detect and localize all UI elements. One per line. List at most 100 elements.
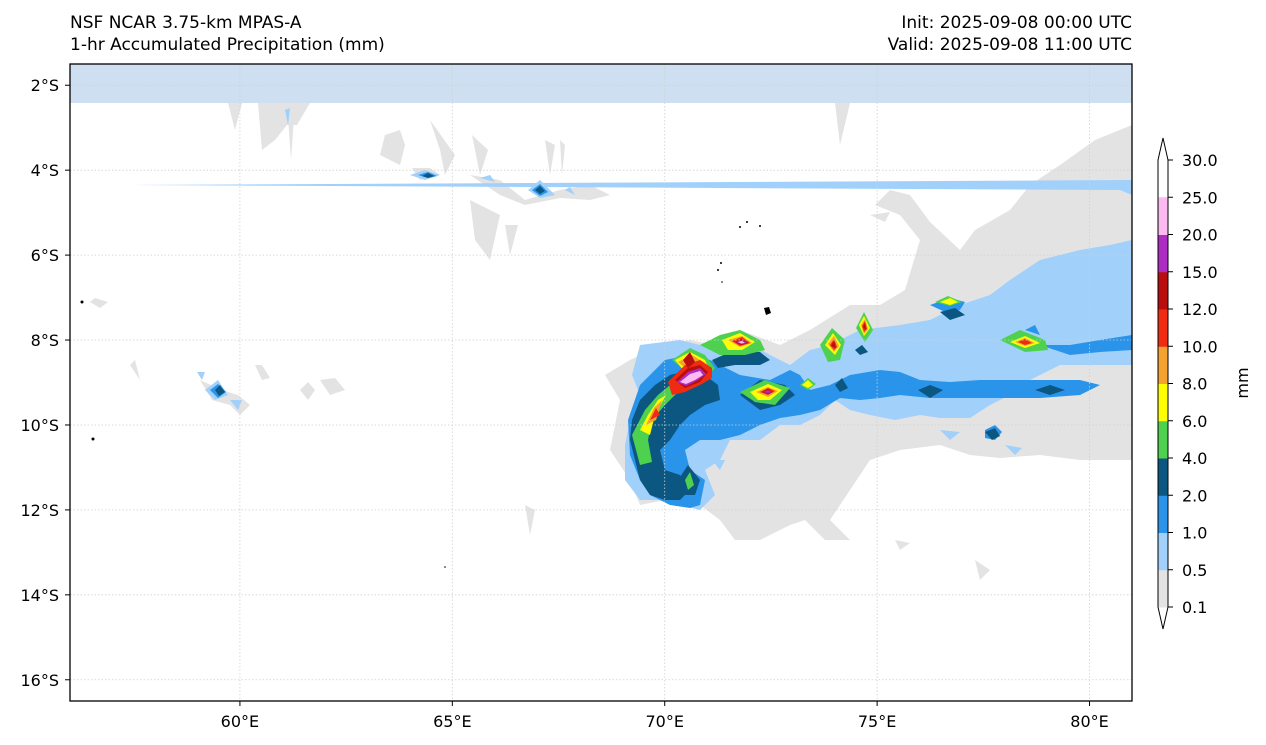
precip-pink-layer xyxy=(680,341,745,384)
precip-area-light-7 xyxy=(230,400,242,410)
precip-area-north-2 xyxy=(258,103,310,150)
precip-area-green-9 xyxy=(685,472,694,490)
precip-area-mod-2 xyxy=(1040,335,1132,355)
masked-band xyxy=(70,64,1132,103)
y-tick-label: 2°S xyxy=(31,76,59,95)
island-speck xyxy=(80,300,84,304)
x-tick-label: 70°E xyxy=(645,712,683,731)
precip-area-light-3 xyxy=(480,175,495,182)
field-title: 1-hr Accumulated Precipitation (mm) xyxy=(70,35,385,55)
precip-area-heavy-7 xyxy=(940,308,965,320)
colorbar-tick-label: 10.0 xyxy=(1182,337,1218,356)
colorbar-segment xyxy=(1158,197,1168,235)
y-tick-label: 14°S xyxy=(20,586,59,605)
colorbar-tick-label: 1.0 xyxy=(1182,524,1207,543)
precip-area-north-8 xyxy=(560,140,565,175)
precip-area-light-9 xyxy=(285,108,290,125)
colorbar-segment xyxy=(1158,346,1168,384)
precip-area-purple-3 xyxy=(763,390,772,393)
precip-area-yellow-8 xyxy=(940,298,958,305)
precip-area-west-1 xyxy=(90,298,108,308)
x-tick-label: 80°E xyxy=(1070,712,1108,731)
precip-area-south-1 xyxy=(525,505,535,535)
init-time: Init: 2025-09-08 00:00 UTC xyxy=(901,13,1132,33)
precip-area-heavy-8 xyxy=(985,428,1000,440)
precip-area-east-2 xyxy=(895,540,910,550)
y-axis-ticks: 2°S 4°S 6°S 8°S 10°S 12°S 14°S 16°S xyxy=(20,76,70,690)
y-tick-label: 6°S xyxy=(31,246,59,265)
colorbar-segment xyxy=(1158,420,1168,459)
precip-area-light-1 xyxy=(128,180,1132,195)
precip-area-darkred-2 xyxy=(683,352,695,368)
colorbar-tick-label: 0.5 xyxy=(1182,561,1207,580)
island-speck xyxy=(717,269,719,271)
precip-area-darkred-6 xyxy=(863,323,866,330)
precip-area-mid-2 xyxy=(505,225,518,255)
precip-area-light-8 xyxy=(197,372,205,380)
precip-area-pink-1 xyxy=(680,371,703,384)
colorbar: 0.1 0.5 1.0 2.0 4.0 6.0 8.0 10.0 12.0 15.0 20.0 25.… xyxy=(1157,137,1218,630)
y-tick-label: 12°S xyxy=(20,501,59,520)
map-frame xyxy=(69,63,1133,702)
precip-area-light-5 xyxy=(565,187,575,195)
y-tick-label: 4°S xyxy=(31,161,59,180)
colorbar-tick-label: 4.0 xyxy=(1182,449,1207,468)
island-speck xyxy=(91,437,95,441)
precip-area-mod-5 xyxy=(1025,325,1040,335)
precip-area-darkred-5 xyxy=(831,341,836,348)
colorbar-segment xyxy=(1158,569,1168,608)
y-tick-label: 10°S xyxy=(20,416,59,435)
precip-area-green-1 xyxy=(632,385,680,465)
colorbar-tick-label: 15.0 xyxy=(1182,263,1218,282)
colorbar-tick-label: 25.0 xyxy=(1182,188,1218,207)
precip-area-north-5 xyxy=(430,120,455,175)
map-area xyxy=(70,64,1132,701)
precip-area-heavy-12 xyxy=(535,186,545,194)
precip-area-west-3 xyxy=(255,365,270,380)
precip-area-north-9 xyxy=(835,103,850,145)
island-speck xyxy=(746,221,748,223)
x-tick-label: 65°E xyxy=(433,712,471,731)
precip-area-heavy-5 xyxy=(918,385,943,398)
precip-area-west-2 xyxy=(130,360,140,380)
precip-area-pink-2 xyxy=(738,341,745,344)
colorbar-tick-label: 20.0 xyxy=(1182,226,1218,245)
precip-area-north-6 xyxy=(472,135,488,175)
precip-area-red-1 xyxy=(650,408,660,420)
colorbar-segment xyxy=(1158,234,1168,273)
precip-area-heavy-10 xyxy=(855,345,868,355)
precip-area-mid-1 xyxy=(470,200,500,260)
x-tick-label: 60°E xyxy=(221,712,259,731)
precip-area-north-3 xyxy=(287,103,295,160)
colorbar-extend-min xyxy=(1158,607,1168,627)
precip-area-heavy-6 xyxy=(1035,385,1065,395)
precip-area-heavy-11 xyxy=(422,173,434,178)
precip-area-east-3 xyxy=(975,560,990,580)
colorbar-segment xyxy=(1158,532,1168,571)
precip-area-north-1 xyxy=(228,103,242,130)
colorbar-tick-label: 12.0 xyxy=(1182,300,1218,319)
precip-area-heavy-9 xyxy=(835,378,848,392)
colorbar-segment xyxy=(1158,309,1168,347)
precip-area-heavy-13 xyxy=(215,385,225,396)
precip-area-west-5 xyxy=(320,378,345,395)
precip-area-light-11 xyxy=(940,430,960,440)
island-speck xyxy=(764,307,771,315)
island-speck xyxy=(739,226,741,228)
precip-area-light-12 xyxy=(1005,445,1022,455)
colorbar-tick-label: 0.1 xyxy=(1182,598,1207,617)
colorbar-tick-label: 2.0 xyxy=(1182,486,1207,505)
colorbar-tick-label: 30.0 xyxy=(1182,151,1218,170)
island-outlines xyxy=(80,221,771,568)
colorbar-tick-label: 6.0 xyxy=(1182,412,1207,431)
gridlines xyxy=(70,64,1132,701)
colorbar-extend-max xyxy=(1158,140,1168,160)
colorbar-segment xyxy=(1158,383,1168,422)
precip-area-north-7 xyxy=(545,140,555,175)
valid-time: Valid: 2025-09-08 11:00 UTC xyxy=(887,35,1132,55)
island-speck xyxy=(720,262,722,264)
precip-area-east-4 xyxy=(870,212,890,222)
island-speck xyxy=(444,566,446,568)
colorbar-segment xyxy=(1158,271,1168,310)
